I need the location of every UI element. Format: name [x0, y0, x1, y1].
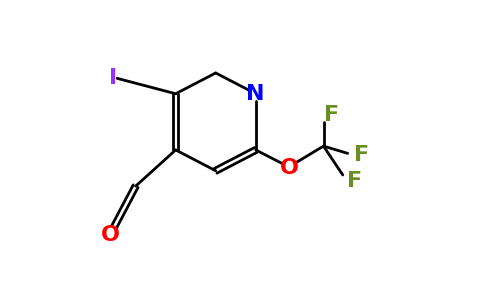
- Text: N: N: [246, 84, 265, 104]
- Text: F: F: [324, 105, 339, 125]
- Text: O: O: [280, 158, 299, 178]
- Text: I: I: [109, 68, 117, 88]
- Text: O: O: [101, 225, 120, 245]
- Text: F: F: [347, 171, 362, 191]
- Text: F: F: [354, 146, 370, 165]
